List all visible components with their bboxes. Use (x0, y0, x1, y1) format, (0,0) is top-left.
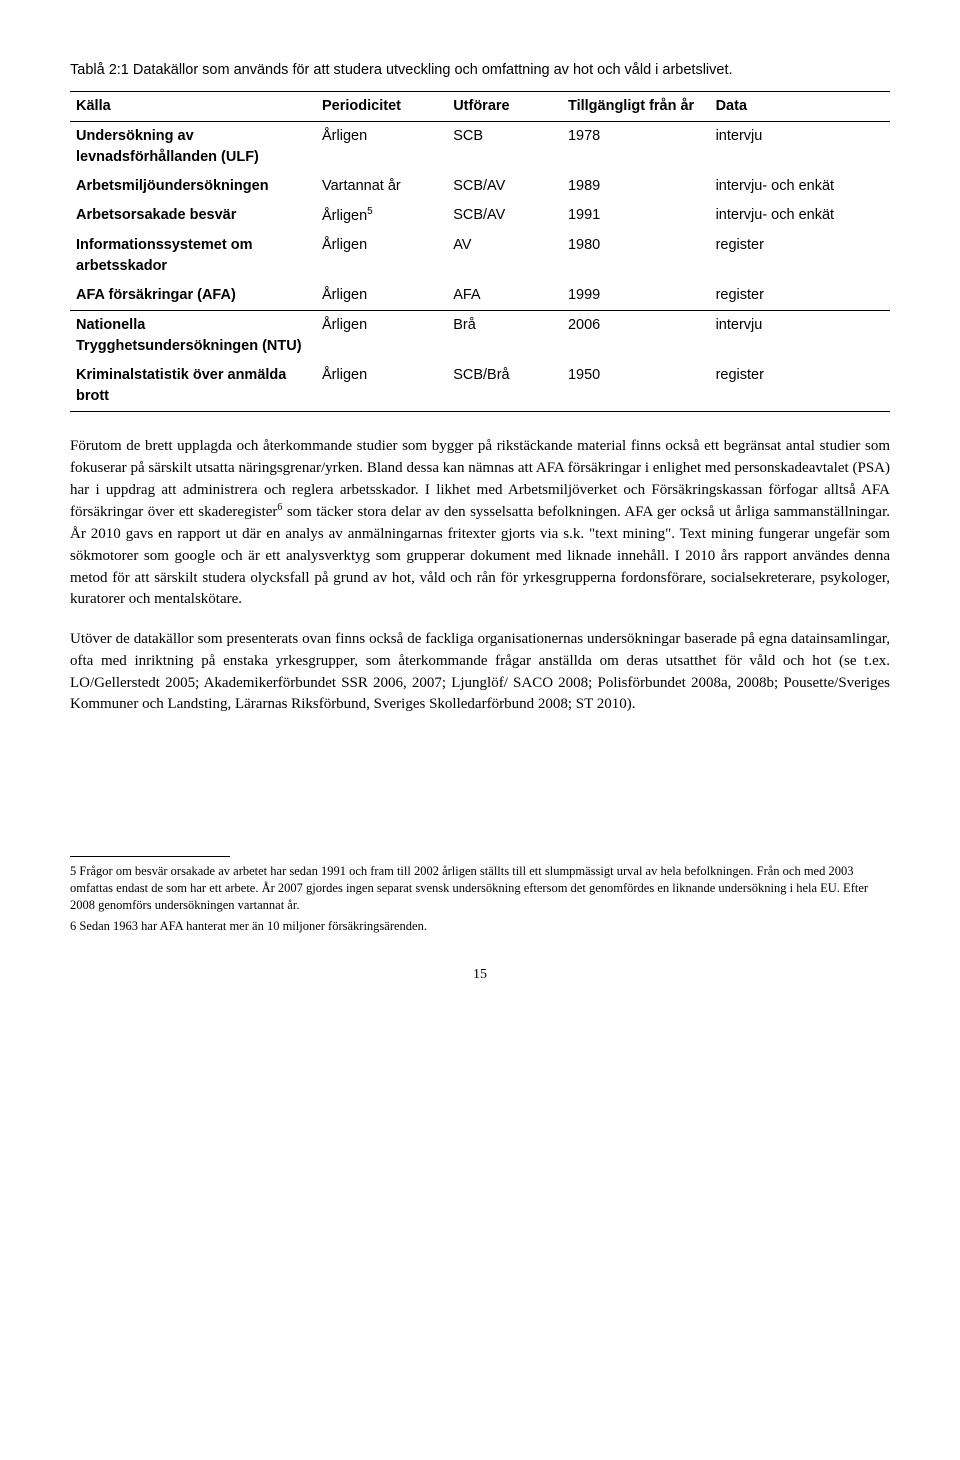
footnote-6: 6 Sedan 1963 har AFA hanterat mer än 10 … (70, 918, 890, 935)
table-row: ArbetsmiljöundersökningenVartannat årSCB… (70, 172, 890, 201)
table-cell: Kriminalstatistik över anmälda brott (70, 361, 316, 412)
table-cell: Arbetsmiljöundersökningen (70, 172, 316, 201)
table-cell: Nationella Trygghetsundersökningen (NTU) (70, 310, 316, 361)
table-cell: Årligen (316, 361, 447, 412)
table-header-row: Källa Periodicitet Utförare Tillgängligt… (70, 92, 890, 122)
table-cell: intervju- och enkät (710, 172, 890, 201)
table-cell: intervju (710, 310, 890, 361)
table-cell: Årligen (316, 310, 447, 361)
th-ar: Tillgängligt från år (562, 92, 710, 122)
table-row: AFA försäkringar (AFA)ÅrligenAFA1999regi… (70, 281, 890, 311)
table-row: Undersökning av levnadsförhållanden (ULF… (70, 122, 890, 173)
th-periodicitet: Periodicitet (316, 92, 447, 122)
table-row: Kriminalstatistik över anmälda brottÅrli… (70, 361, 890, 412)
table-caption: Tablå 2:1 Datakällor som används för att… (70, 60, 890, 81)
table-cell: 1999 (562, 281, 710, 311)
table-cell: Årligen (316, 281, 447, 311)
table-cell: intervju- och enkät (710, 201, 890, 231)
page-number: 15 (70, 965, 890, 985)
table-cell: register (710, 361, 890, 412)
data-sources-table: Källa Periodicitet Utförare Tillgängligt… (70, 91, 890, 412)
table-cell: Arbetsorsakade besvär (70, 201, 316, 231)
th-kalla: Källa (70, 92, 316, 122)
table-cell: SCB/AV (447, 172, 562, 201)
footnote-ref-5: 5 (367, 206, 373, 217)
body-paragraph-2: Utöver de datakällor som presenterats ov… (70, 629, 890, 716)
table-cell: AFA (447, 281, 562, 311)
table-cell: Informationssystemet om arbetsskador (70, 231, 316, 281)
table-cell: AV (447, 231, 562, 281)
table-cell: Årligen (316, 231, 447, 281)
table-cell: Undersökning av levnadsförhållanden (ULF… (70, 122, 316, 173)
table-cell: intervju (710, 122, 890, 173)
th-data: Data (710, 92, 890, 122)
table-cell: 2006 (562, 310, 710, 361)
table-cell: 1989 (562, 172, 710, 201)
table-cell: register (710, 231, 890, 281)
table-row: Informationssystemet om arbetsskadorÅrli… (70, 231, 890, 281)
body-paragraph-1: Förutom de brett upplagda och återkomman… (70, 436, 890, 611)
table-cell: Brå (447, 310, 562, 361)
th-utforare: Utförare (447, 92, 562, 122)
table-row: Nationella Trygghetsundersökningen (NTU)… (70, 310, 890, 361)
table-cell: Årligen (316, 122, 447, 173)
table-cell: AFA försäkringar (AFA) (70, 281, 316, 311)
footnote-5: 5 Frågor om besvär orsakade av arbetet h… (70, 863, 890, 914)
table-cell: Årligen5 (316, 201, 447, 231)
table-cell: 1991 (562, 201, 710, 231)
table-cell: 1950 (562, 361, 710, 412)
table-cell: Vartannat år (316, 172, 447, 201)
table-cell: 1978 (562, 122, 710, 173)
table-cell: SCB (447, 122, 562, 173)
table-cell: SCB/AV (447, 201, 562, 231)
footnote-separator (70, 856, 230, 857)
table-cell: 1980 (562, 231, 710, 281)
table-cell: register (710, 281, 890, 311)
table-cell: SCB/Brå (447, 361, 562, 412)
table-row: Arbetsorsakade besvärÅrligen5SCB/AV1991i… (70, 201, 890, 231)
